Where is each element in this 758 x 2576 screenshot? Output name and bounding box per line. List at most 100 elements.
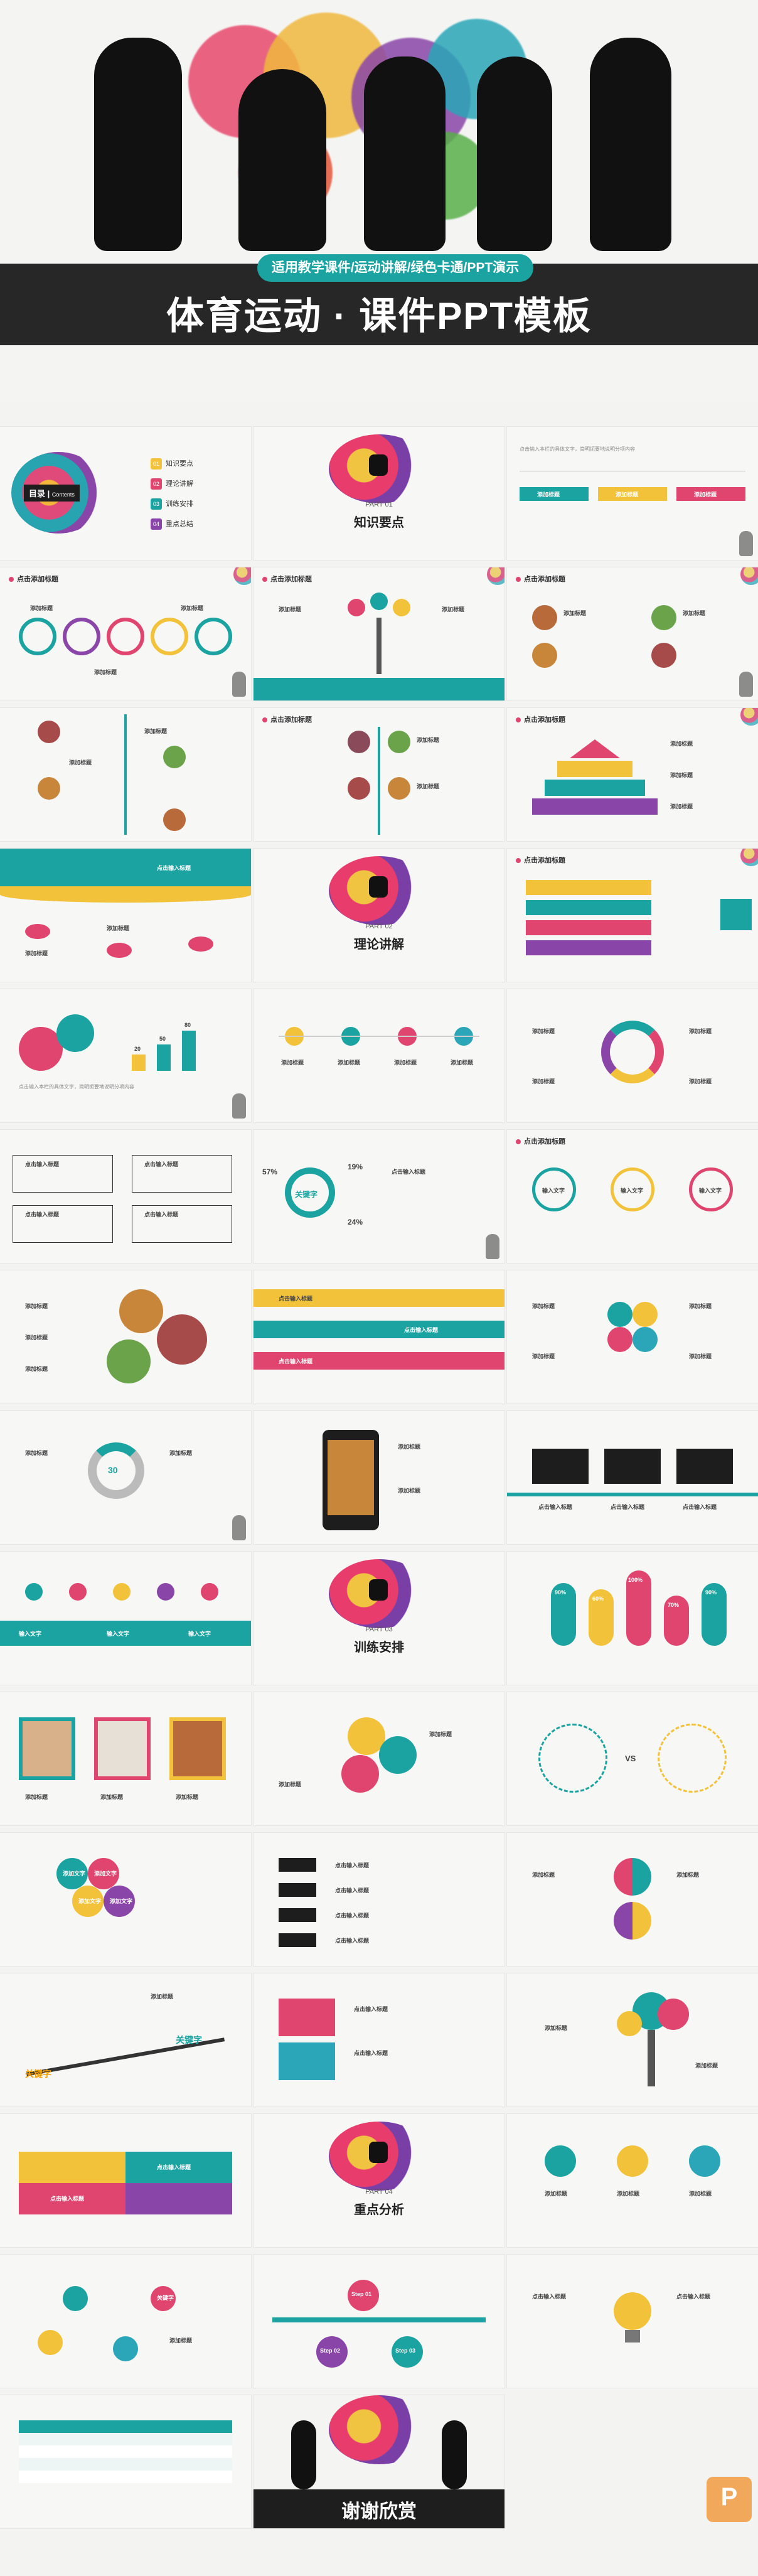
slide-photo-circles[interactable]: 点击添加标题 添加标题 添加标题: [507, 567, 758, 700]
label: 添加标题: [151, 1994, 174, 2000]
bar: [157, 1044, 171, 1071]
slide-line-charts[interactable]: 点击输入标题 点击输入标题: [254, 1973, 504, 2106]
icon-circle: [157, 1583, 174, 1601]
slide-hexagons[interactable]: 添加文字 添加文字 添加文字 添加文字: [0, 1833, 251, 1966]
label: 添加标题: [281, 1060, 304, 1066]
cycle-ring: [601, 1021, 664, 1083]
slide-steps[interactable]: Step 01 Step 02 Step 03: [254, 2255, 504, 2388]
block: [19, 2183, 125, 2214]
label: 添加标题: [279, 1781, 302, 1788]
icon-circle: [113, 1583, 131, 1601]
slide-laptop-mockups[interactable]: 点击输入标题 点击输入标题 点击输入标题: [507, 1411, 758, 1544]
slide-color-blocks[interactable]: 点击输入标题 点击输入标题: [0, 2114, 251, 2247]
slide-three-numbered[interactable]: 添加标题 添加标题 添加标题: [507, 2114, 758, 2247]
slide-closing[interactable]: 谢谢欣赏: [254, 2395, 504, 2528]
slide-part-04[interactable]: PART 04 重点分析: [254, 2114, 504, 2247]
hexagon: [104, 1886, 135, 1917]
label: 添加标题: [532, 1028, 555, 1034]
icon-tab: [279, 1933, 316, 1947]
slide-icon-list[interactable]: 点击输入标题 点击输入标题 点击输入标题 点击输入标题: [254, 1833, 504, 1966]
step-label: Step 03: [395, 2348, 416, 2354]
slide-pyramid[interactable]: 点击添加标题 添加标题 添加标题 添加标题: [507, 708, 758, 841]
toc-label: 目录 | Contents: [24, 485, 80, 502]
tree-trunk: [376, 618, 382, 674]
slide-four-circles[interactable]: 添加标题 添加标题 添加标题 添加标题: [254, 989, 504, 1122]
chart-tile: [279, 2042, 335, 2080]
slide-heading: 点击添加标题: [516, 855, 565, 865]
label: 添加标题: [689, 2191, 712, 2197]
tree-node: [393, 599, 410, 616]
slide-bordered-boxes[interactable]: 点击输入标题 点击输入标题 点击输入标题 点击输入标题: [0, 1130, 251, 1263]
photo: [388, 777, 410, 800]
slide-vertical-timeline[interactable]: 点击添加标题 添加标题 添加标题: [254, 708, 504, 841]
slide-versus[interactable]: VS: [507, 1692, 758, 1825]
label: 添加标题: [689, 1028, 712, 1034]
slide-swirl[interactable]: 添加标题 添加标题: [254, 1692, 504, 1825]
ring: [611, 1167, 654, 1211]
label: 添加标题: [670, 741, 693, 747]
percent: 60%: [592, 1596, 604, 1602]
slide-arrow-bands[interactable]: 点击添加标题: [507, 849, 758, 982]
slide-bar-chart[interactable]: 20 50 80 点击输入本栏的具体文字，简明扼要地说明分项内容: [0, 989, 251, 1122]
quadrant: [607, 1327, 633, 1352]
slide-table[interactable]: [0, 2395, 251, 2528]
slide-three-rings[interactable]: 点击添加标题 输入文字 输入文字 输入文字: [507, 1130, 758, 1263]
bracket: [633, 1902, 651, 1940]
slide-part-02[interactable]: PART 02 理论讲解: [254, 849, 504, 982]
slide-lightbulb[interactable]: 点击输入标题 点击输入标题: [507, 2255, 758, 2388]
photo: [38, 777, 60, 800]
color-bar: [520, 487, 589, 501]
slide-photo-frames[interactable]: 添加标题 添加标题 添加标题: [0, 1692, 251, 1825]
block: [125, 2152, 232, 2183]
slide-phone-mockup[interactable]: 添加标题 添加标题: [254, 1411, 504, 1544]
quadrant: [633, 1302, 658, 1327]
slide-bracket-shapes[interactable]: 添加标题 添加标题: [507, 1833, 758, 1966]
photo: [119, 1289, 163, 1333]
label: 点击输入标题: [611, 1504, 645, 1510]
slide-clouds[interactable]: 点击输入标题 添加标题 添加标题: [0, 849, 251, 982]
label: 点击输入标题: [335, 1887, 370, 1894]
slide-keyword-donut[interactable]: 关键字 57% 19% 24% 点击输入标题: [254, 1130, 504, 1263]
label: 添加标题: [545, 2025, 568, 2031]
highlight-box: [720, 899, 752, 930]
node: [63, 2286, 88, 2311]
slide-numbered-quadrant[interactable]: 添加标题 添加标题 添加标题 添加标题: [507, 1270, 758, 1403]
photo-frame: [169, 1717, 226, 1780]
slide-seesaw[interactable]: 关键字 关键字 添加标题: [0, 1973, 251, 2106]
label: 添加标题: [695, 2063, 718, 2069]
ink-splash: [740, 849, 758, 866]
slide-part-01[interactable]: PART 01 知识要点: [254, 427, 504, 560]
text-box: [13, 1205, 113, 1243]
gauge-value: 30: [108, 1465, 118, 1475]
slide-tree-diagram[interactable]: 点击添加标题 添加标题 添加标题: [254, 567, 504, 700]
label: 添加标题: [30, 605, 53, 611]
slide-part-03[interactable]: PART 03 训练安排: [254, 1552, 504, 1685]
slide-three-columns[interactable]: 点击输入本栏的具体文字，简明扼要地说明分项内容 添加标题 添加标题 添加标题: [507, 427, 758, 560]
ink-splash: [487, 567, 504, 585]
athlete-silhouette: [232, 672, 246, 697]
label: 添加标题: [338, 1060, 361, 1066]
slide-timeline-photos[interactable]: 添加标题 添加标题: [0, 708, 251, 841]
slide-linked-circles[interactable]: 点击添加标题 添加标题 添加标题 添加标题: [0, 567, 251, 700]
slide-toc[interactable]: 目录 | Contents 01 知识要点 02 理论讲解 03 训练安排 04 重点总…: [0, 427, 251, 560]
leaf: [658, 1999, 689, 2030]
slide-icon-flow[interactable]: 输入文字 输入文字 输入文字: [0, 1552, 251, 1685]
slide-idea-tree[interactable]: 添加标题 添加标题: [507, 1973, 758, 2106]
slide-banner-list[interactable]: 点击输入标题 点击输入标题 点击输入标题: [254, 1270, 504, 1403]
keyword: 关键字: [25, 2069, 51, 2079]
bar: [132, 1055, 146, 1071]
slide-photo-collage[interactable]: 添加标题 添加标题 添加标题: [0, 1270, 251, 1403]
slide-percent-pills[interactable]: 90% 60% 100% 70% 90%: [507, 1552, 758, 1685]
label: 添加标题: [689, 1353, 712, 1360]
bar: [182, 1031, 196, 1071]
hexagon: [56, 1858, 88, 1889]
table-row: [19, 2471, 232, 2483]
toc-item: 04 重点总结: [151, 518, 193, 530]
percent: 19%: [348, 1162, 363, 1171]
label: 点击输入标题: [538, 1504, 573, 1510]
text-box: [13, 1155, 113, 1193]
slide-cycle-ring[interactable]: 添加标题 添加标题 添加标题 添加标题: [507, 989, 758, 1122]
slide-node-network[interactable]: 关键字 添加标题: [0, 2255, 251, 2388]
slide-gauge[interactable]: 30 添加标题 添加标题: [0, 1411, 251, 1544]
slide-heading: 点击添加标题: [516, 714, 565, 724]
